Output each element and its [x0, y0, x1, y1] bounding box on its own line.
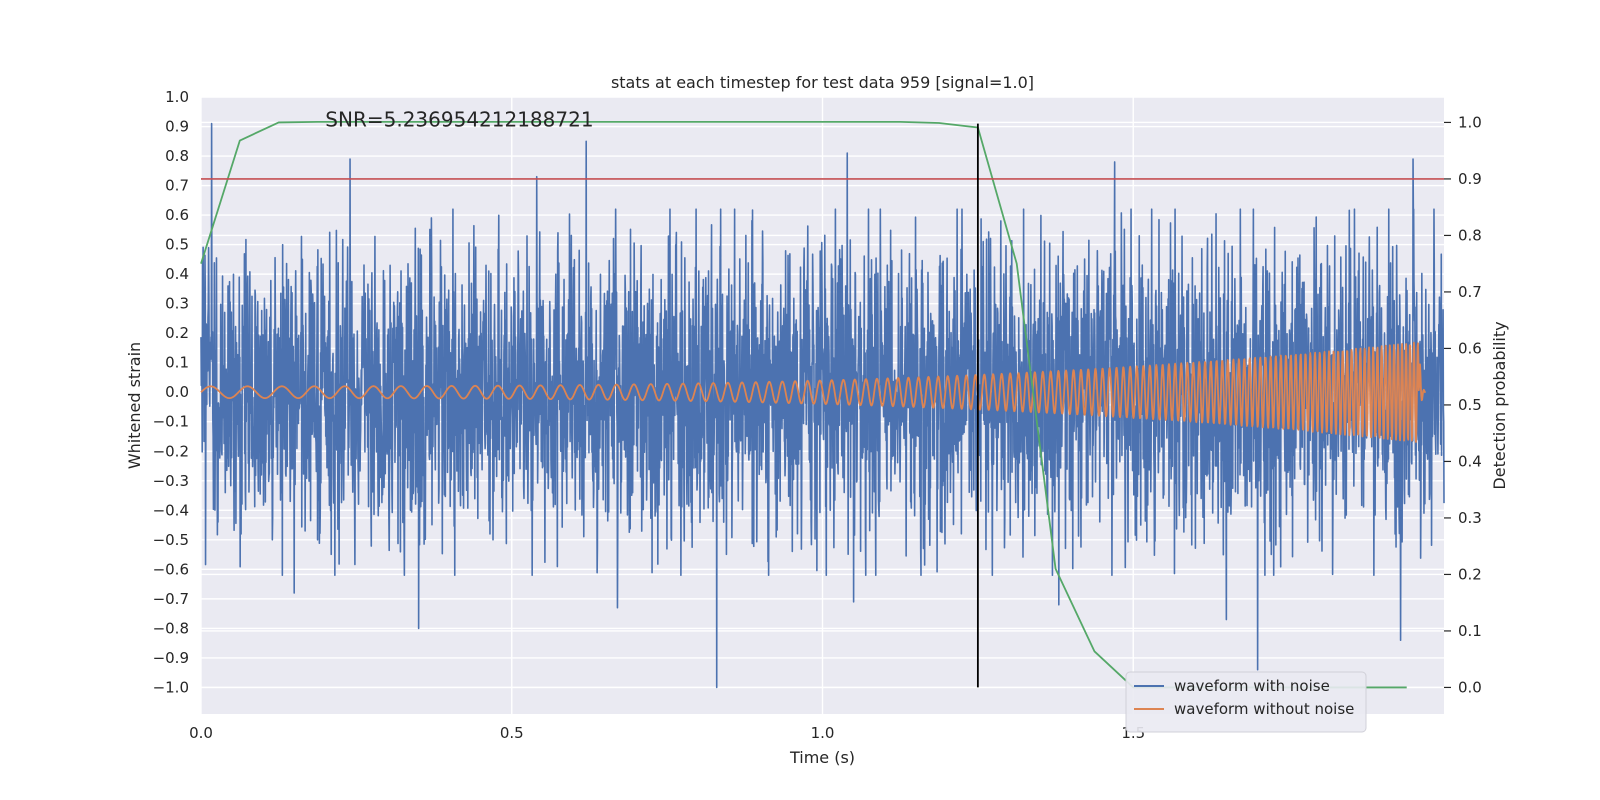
y-left-tick-label: −0.2	[153, 442, 189, 460]
y-left-tick-label: 1.0	[165, 88, 189, 106]
x-tick-label: 0.0	[189, 724, 213, 742]
y-left-tick-label: −0.6	[153, 560, 189, 578]
x-axis-label: Time (s)	[789, 748, 855, 767]
y-right-tick-label: 0.9	[1458, 170, 1482, 188]
y-left-tick-label: 0.2	[165, 324, 189, 342]
y-left-tick-label: 0.8	[165, 147, 189, 165]
y-right-tick-label: 1.0	[1458, 113, 1482, 131]
y-right-tick-label: 0.0	[1458, 678, 1482, 696]
y-left-tick-label: −0.8	[153, 619, 189, 637]
y-left-tick-label: 0.7	[165, 177, 189, 195]
y-left-tick-label: −0.7	[153, 590, 189, 608]
legend-label: waveform without noise	[1174, 700, 1354, 718]
legend-label: waveform with noise	[1174, 677, 1330, 695]
y-left-tick-label: 0.5	[165, 236, 189, 254]
x-axis: 0.0 0.5 1.0 1.5	[189, 724, 1145, 742]
legend-box	[1125, 671, 1367, 733]
y-left-tick-label: 0.6	[165, 206, 189, 224]
y-right-tick-label: 0.6	[1458, 339, 1482, 357]
y-right-tick-label: 0.4	[1458, 452, 1482, 470]
y-left-tick-label: 0.4	[165, 265, 189, 283]
y-axis-label-right: Detection probability	[1490, 321, 1509, 489]
left-axis: −1.0 −0.9 −0.8 −0.7 −0.6 −0.5 −0.4 −0.3 −0.2 −0.1…	[153, 88, 189, 696]
x-tick-label: 1.0	[811, 724, 835, 742]
y-left-tick-label: 0.3	[165, 295, 189, 313]
y-left-tick-label: −0.1	[153, 413, 189, 431]
chart-title: stats at each timestep for test data 959…	[611, 73, 1034, 92]
y-right-tick-label: 0.8	[1458, 226, 1482, 244]
y-left-tick-label: 0.9	[165, 118, 189, 136]
legend: waveform with noise waveform without nois…	[1125, 671, 1367, 733]
y-left-tick-label: 0.1	[165, 354, 189, 372]
x-tick-label: 0.5	[500, 724, 524, 742]
series-line-waveform-without-noise	[200, 341, 1427, 443]
y-left-tick-label: −0.3	[153, 472, 189, 490]
reference-lines	[201, 123, 1444, 688]
y-right-tick-label: 0.1	[1458, 622, 1482, 640]
snr-annotation: SNR=5.236954212188721	[325, 108, 593, 132]
y-right-tick-label: 0.5	[1458, 396, 1482, 414]
y-left-tick-label: −0.4	[153, 501, 189, 519]
series-line-waveform-with-noise	[200, 122, 1445, 689]
y-left-tick-label: 0.0	[165, 383, 189, 401]
right-axis: 0.0 0.1 0.2 0.3 0.4 0.5 0.6 0.7 0.8 0.9 1.0	[1444, 113, 1482, 696]
y-axis-label-left: Whitened strain	[125, 342, 144, 469]
y-right-tick-label: 0.7	[1458, 283, 1482, 301]
y-left-tick-label: −0.5	[153, 531, 189, 549]
y-left-tick-label: −1.0	[153, 678, 189, 696]
y-right-tick-label: 0.3	[1458, 509, 1482, 527]
y-right-tick-label: 0.2	[1458, 565, 1482, 583]
y-left-tick-label: −0.9	[153, 649, 189, 667]
